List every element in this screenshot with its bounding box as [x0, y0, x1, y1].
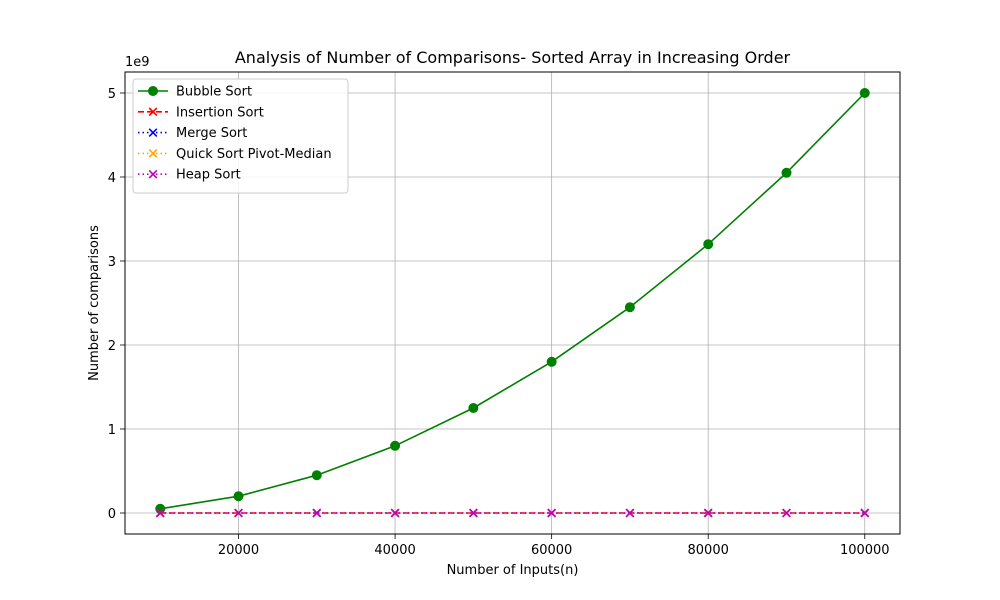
- legend-marker: [148, 169, 158, 179]
- x-tick-label: 60000: [531, 543, 572, 558]
- legend-label: Merge Sort: [176, 126, 247, 141]
- data-point-bubble-sort: [390, 440, 401, 451]
- legend-marker: [148, 128, 158, 137]
- data-point-heap-sort: [312, 508, 322, 518]
- legend-entry-merge-sort: Merge Sort: [138, 126, 247, 141]
- y-axis-label: Number of comparisons: [87, 225, 102, 381]
- legend-marker: [148, 149, 158, 158]
- y-tick-label: 3: [108, 255, 116, 270]
- legend-label: Insertion Sort: [176, 105, 264, 120]
- x-tick-label: 100000: [840, 543, 890, 558]
- series-layer: [155, 88, 870, 518]
- data-point-bubble-sort: [859, 88, 870, 98]
- data-point-bubble-sort: [311, 470, 322, 481]
- data-point-bubble-sort: [546, 356, 557, 367]
- y-tick-label: 4: [108, 171, 116, 186]
- grid: [125, 72, 900, 534]
- legend-entry-quick-sort-pivot-median: Quick Sort Pivot-Median: [138, 147, 332, 162]
- data-point-heap-sort: [703, 508, 713, 518]
- y-axis-scale-label: 1e9: [125, 55, 150, 70]
- y-axis-ticks: 0 1 2 3 4 5: [108, 87, 125, 522]
- data-point-bubble-sort: [468, 403, 479, 413]
- legend-label: Bubble Sort: [176, 85, 252, 100]
- data-point-bubble-sort: [703, 239, 714, 250]
- legend-entry-heap-sort: Heap Sort: [138, 168, 241, 183]
- legend-label: Heap Sort: [176, 168, 241, 183]
- series-bubble-sort: [155, 88, 870, 514]
- data-point-bubble-sort: [781, 167, 792, 178]
- legend-box: [132, 78, 349, 194]
- data-point-heap-sort: [155, 508, 165, 518]
- legend-marker: [148, 86, 158, 96]
- series-heap-sort: [155, 508, 870, 518]
- y-tick-label: 2: [108, 339, 116, 354]
- plot-area-frame: [124, 71, 901, 535]
- y-tick-label: 0: [108, 507, 116, 522]
- data-point-heap-sort: [390, 508, 400, 518]
- legend-entry-insertion-sort: Insertion Sort: [138, 105, 264, 120]
- x-axis-label: Number of Inputs(n): [447, 563, 579, 578]
- legend: Bubble Sort Insertion Sort Merge Sort Quick…: [132, 78, 349, 194]
- x-tick-label: 40000: [374, 543, 415, 558]
- y-tick-label: 5: [108, 87, 116, 102]
- data-point-heap-sort: [547, 508, 557, 518]
- data-point-bubble-sort: [624, 302, 635, 313]
- data-point-bubble-sort: [233, 491, 244, 502]
- legend-label: Quick Sort Pivot-Median: [176, 147, 332, 162]
- data-point-heap-sort: [468, 508, 478, 518]
- x-tick-label: 20000: [218, 543, 259, 558]
- chart-title: Analysis of Number of Comparisons- Sorte…: [235, 48, 791, 67]
- x-axis-ticks: 20000 40000 60000 80000 100000: [218, 534, 890, 558]
- legend-marker: [148, 107, 158, 117]
- y-tick-label: 1: [108, 423, 116, 438]
- data-point-heap-sort: [860, 508, 870, 518]
- data-point-heap-sort: [625, 508, 635, 518]
- data-point-heap-sort: [782, 508, 791, 518]
- legend-entry-bubble-sort: Bubble Sort: [138, 85, 252, 100]
- x-tick-label: 80000: [688, 543, 729, 558]
- series-line-bubble-sort: [160, 92, 866, 510]
- data-point-heap-sort: [234, 508, 243, 518]
